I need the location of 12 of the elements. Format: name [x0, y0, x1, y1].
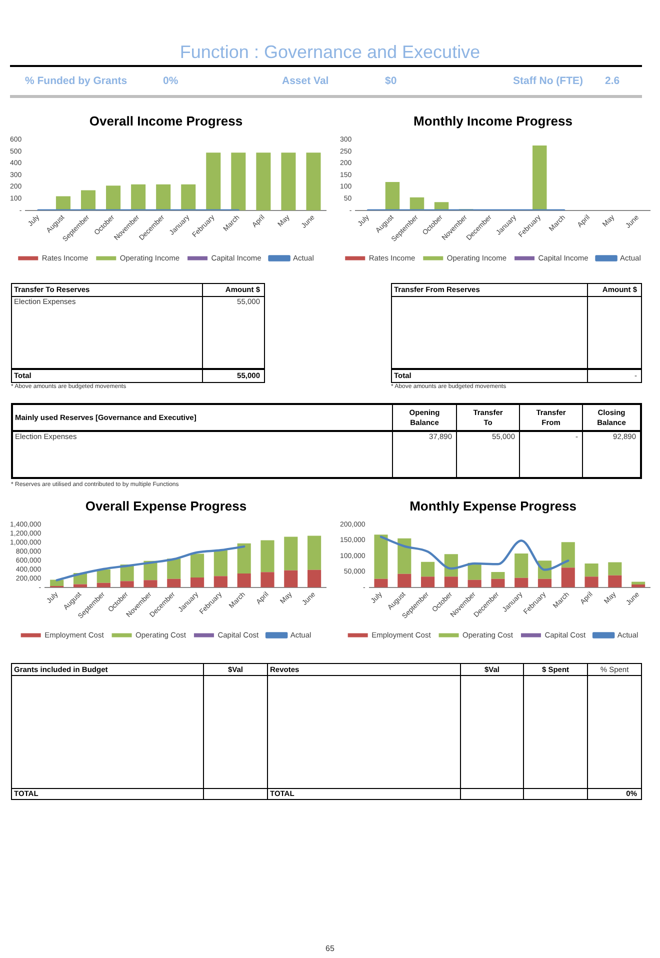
- text: Function : Governance and Executive: [178, 41, 482, 63]
- chart-title: Overall Expense Progress: [85, 498, 247, 514]
- text: 2.6: [605, 75, 620, 88]
- chart-title: Monthly Income Progress: [414, 113, 572, 128]
- chart-title: Overall Income Progress: [89, 113, 243, 128]
- chart-title: Monthly Expense Progress: [410, 498, 576, 514]
- text: 0%: [163, 75, 178, 88]
- text: % Funded by Grants: [25, 75, 128, 88]
- text: Asset Val: [282, 75, 329, 88]
- text: Staff No (FTE): [513, 75, 583, 88]
- text: $0: [385, 75, 397, 88]
- text: 65: [326, 944, 334, 953]
